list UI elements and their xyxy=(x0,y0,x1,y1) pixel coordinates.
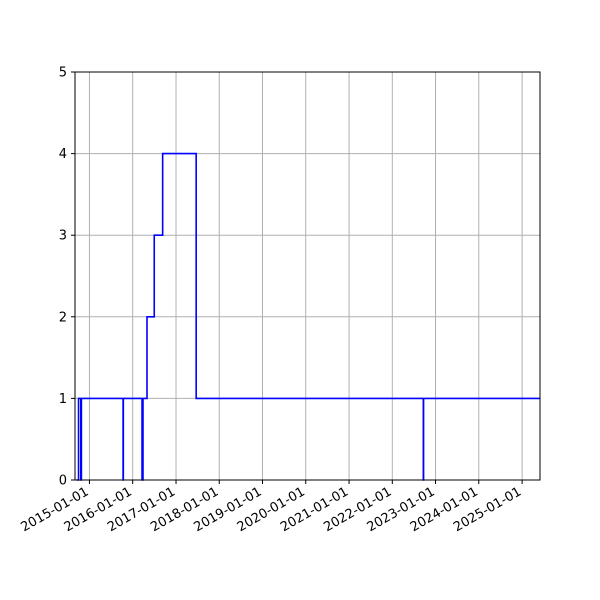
y-axis: 0 1 2 3 4 5 xyxy=(59,66,75,489)
y-tick-label: 3 xyxy=(59,229,67,244)
grid xyxy=(75,71,540,481)
y-tick-label: 2 xyxy=(59,310,67,325)
y-tick-label: 4 xyxy=(59,147,67,162)
y-tick-label: 5 xyxy=(59,66,67,81)
y-tick-label: 1 xyxy=(59,392,67,407)
y-tick-label: 0 xyxy=(59,474,67,489)
axes-frame xyxy=(74,71,541,481)
